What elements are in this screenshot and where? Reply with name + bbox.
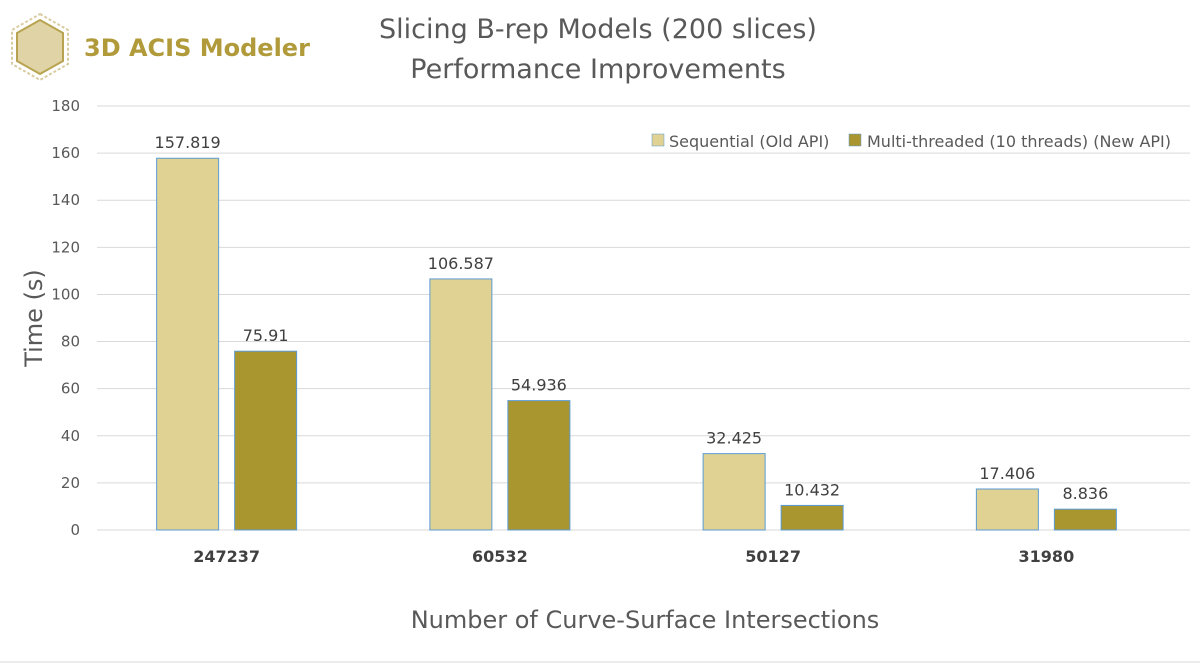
x-category-label-3: 31980	[1019, 547, 1075, 566]
y-tick-label-160: 160	[51, 144, 80, 162]
data-label-series0-cat1: 106.587	[428, 254, 494, 273]
logo: 3D ACIS Modeler	[11, 12, 310, 82]
y-tick-label-80: 80	[61, 333, 80, 351]
y-tick-label-180: 180	[51, 97, 80, 115]
bar-series0-cat2	[702, 453, 766, 531]
x-axis-categories: 247237 60532 50127 31980	[193, 547, 1074, 566]
data-label-series0-cat2: 32.425	[706, 429, 762, 448]
legend-swatch-multithreaded	[848, 133, 862, 147]
data-label-series0-cat3: 17.406	[979, 464, 1035, 483]
y-tick-label-60: 60	[61, 380, 80, 398]
legend-swatch-sequential	[651, 133, 665, 147]
bar-series0-cat0	[156, 157, 220, 531]
y-tick-label-40: 40	[61, 427, 80, 445]
bar-series0-cat3	[975, 488, 1039, 531]
chart-title-line-2: Performance Improvements	[410, 54, 785, 85]
bar-series1-cat3	[1053, 508, 1117, 531]
logo-hexagon-outer-icon	[11, 12, 69, 82]
data-labels: 157.819 75.91 106.587 54.936 32.425 10.432 17.…	[155, 133, 1109, 503]
logo-text: 3D ACIS Modeler	[84, 34, 310, 62]
bar-series0-cat1	[429, 278, 493, 531]
x-category-label-0: 247237	[193, 547, 260, 566]
y-tick-label-100: 100	[51, 285, 80, 303]
legend-label-sequential: Sequential (Old API)	[669, 132, 829, 151]
bar-series1-cat1	[507, 400, 571, 531]
y-tick-label-0: 0	[70, 521, 80, 539]
data-label-series0-cat0: 157.819	[155, 133, 221, 152]
y-tick-label-20: 20	[61, 474, 80, 492]
legend: Sequential (Old API) Multi-threaded (10 …	[651, 132, 1171, 151]
data-label-series1-cat2: 10.432	[784, 480, 840, 499]
x-axis-title: Number of Curve-Surface Intersections	[411, 606, 880, 634]
y-axis-ticks: 0 20 40 60 80 100 120 140 160 180	[51, 97, 80, 539]
bar-series1-cat0	[234, 350, 298, 531]
x-category-label-2: 50127	[745, 547, 801, 566]
bars	[156, 157, 1117, 531]
logo-hexagon-icon	[16, 18, 64, 76]
data-label-series1-cat0: 75.91	[243, 326, 289, 345]
chart-title-line-1: Slicing B-rep Models (200 slices)	[379, 14, 817, 45]
bar-series1-cat2	[780, 504, 844, 531]
x-category-label-1: 60532	[472, 547, 528, 566]
data-label-series1-cat3: 8.836	[1062, 484, 1108, 503]
y-tick-label-120: 120	[51, 238, 80, 256]
y-axis-title: Time (s)	[20, 269, 48, 368]
data-label-series1-cat1: 54.936	[511, 376, 567, 395]
legend-label-multithreaded: Multi-threaded (10 threads) (New API)	[867, 132, 1171, 151]
y-tick-label-140: 140	[51, 191, 80, 209]
